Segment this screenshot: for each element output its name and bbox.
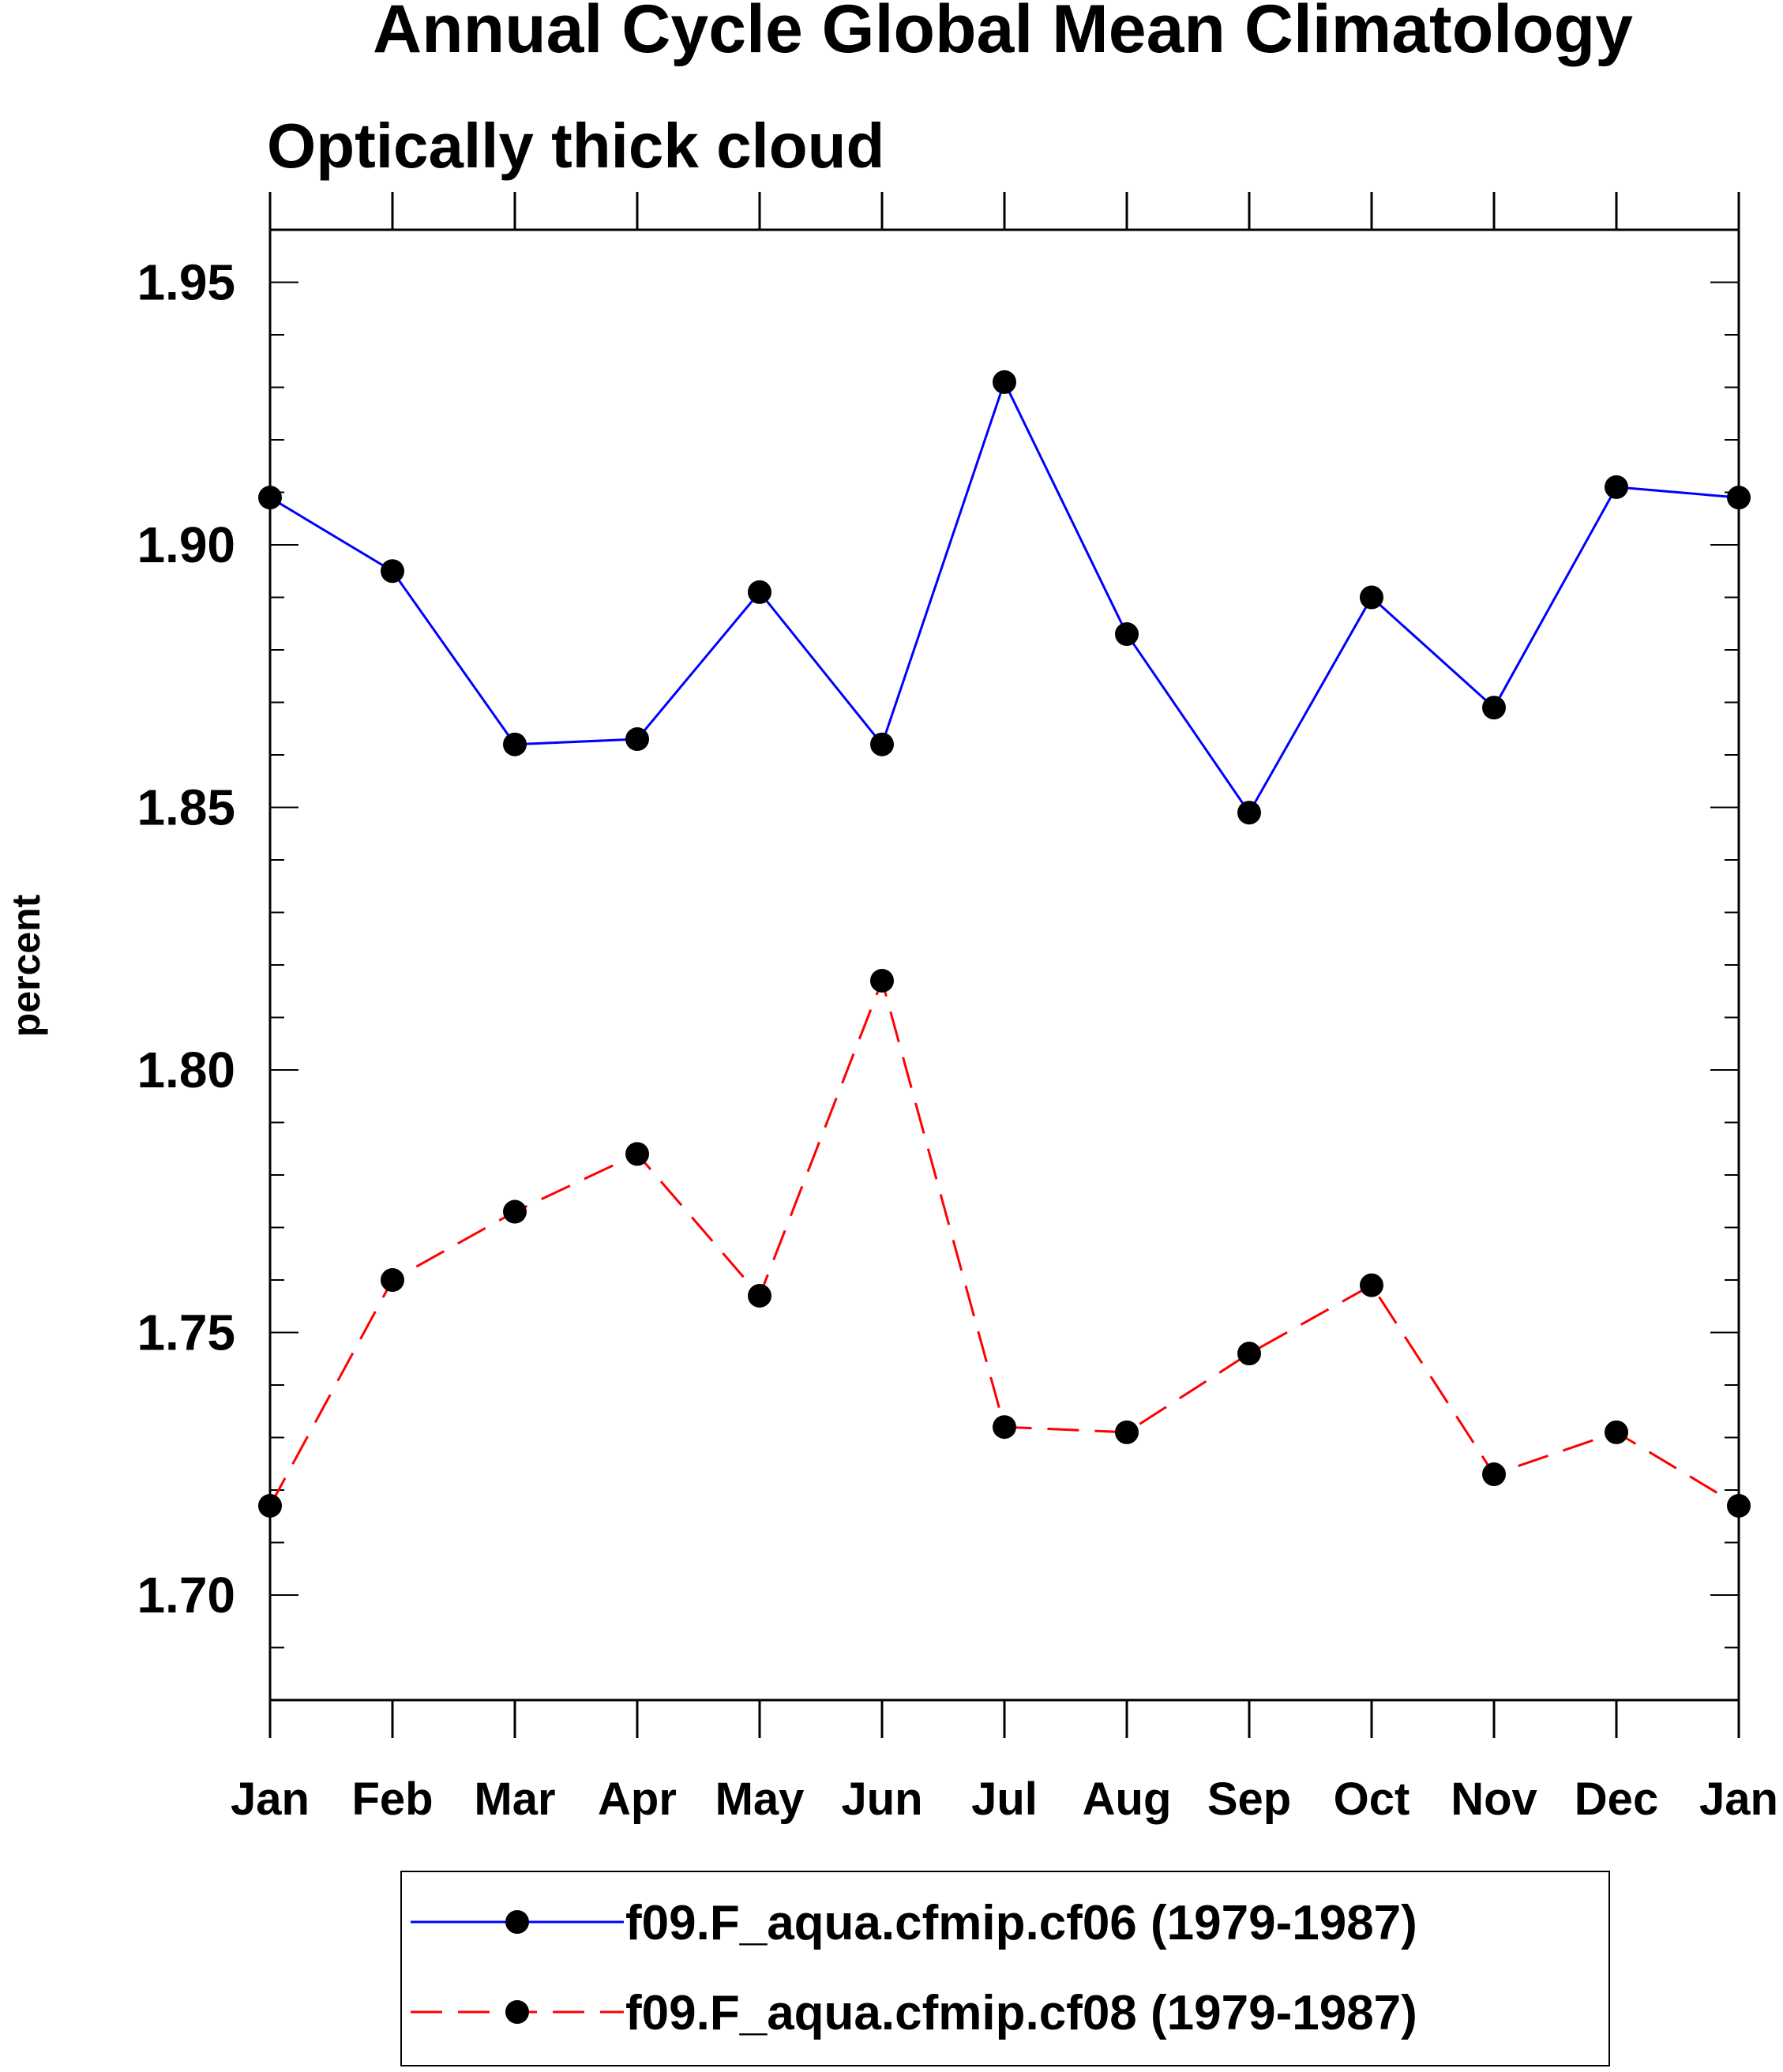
series-1-point bbox=[1605, 475, 1628, 499]
chart-title: Annual Cycle Global Mean Climatology bbox=[373, 0, 1633, 67]
y-axis-label: percent bbox=[4, 894, 48, 1037]
series-2-point bbox=[503, 1199, 527, 1224]
series-2-point bbox=[625, 1142, 649, 1166]
y-tick-label: 1.75 bbox=[137, 1304, 235, 1361]
series-2-point bbox=[258, 1493, 282, 1518]
x-ticks: Jan Feb Mar Apr May Jun Jul Aug Sep Oct Nov Dec Jan bbox=[231, 192, 1778, 1825]
series-2-point bbox=[381, 1268, 404, 1292]
x-tick-label: Jul bbox=[971, 1774, 1038, 1825]
legend-swatch-marker-2 bbox=[505, 2000, 529, 2024]
y-tick-label: 1.95 bbox=[137, 254, 235, 311]
x-tick-label: Jan bbox=[1699, 1774, 1778, 1825]
y-tick-label: 1.85 bbox=[137, 779, 235, 836]
series-1-point bbox=[503, 732, 527, 756]
series-2-point bbox=[1605, 1420, 1628, 1444]
x-tick-label: Apr bbox=[598, 1774, 677, 1825]
series-2-point bbox=[1360, 1273, 1383, 1297]
series-1-point bbox=[258, 486, 282, 510]
series-1-point bbox=[993, 370, 1016, 394]
legend-box bbox=[400, 1871, 1610, 2066]
x-tick-label: Nov bbox=[1451, 1774, 1537, 1825]
series-1-point bbox=[1482, 696, 1506, 720]
series-1-point bbox=[870, 732, 894, 756]
plot-frame bbox=[268, 228, 1740, 1702]
x-tick-label: Mar bbox=[474, 1774, 555, 1825]
x-tick-label: May bbox=[715, 1774, 805, 1825]
series-2-point bbox=[748, 1283, 771, 1308]
series-1-point bbox=[381, 559, 404, 584]
series-1-point bbox=[748, 580, 771, 604]
series-1-point bbox=[625, 727, 649, 752]
series-1-point bbox=[1360, 585, 1383, 610]
legend-label-1: f09.F_aqua.cfmip.cf06 (1979-1987) bbox=[625, 1896, 1417, 1950]
y-ticks: 1.70 1.75 1.80 1.85 1.90 1.95 bbox=[137, 229, 1739, 1701]
x-tick-label: Jun bbox=[841, 1774, 922, 1825]
series-layer bbox=[258, 370, 1751, 1518]
y-tick-label: 1.90 bbox=[137, 516, 235, 573]
series-1-point bbox=[1727, 486, 1751, 510]
x-tick-label: Dec bbox=[1575, 1774, 1658, 1825]
legend: f09.F_aqua.cfmip.cf06 (1979-1987) f09.F_a… bbox=[400, 1871, 1610, 2066]
series-2-point bbox=[1727, 1493, 1751, 1518]
series-2-point bbox=[870, 968, 894, 993]
series-2-point bbox=[1115, 1420, 1139, 1444]
x-tick-label: Oct bbox=[1334, 1774, 1410, 1825]
series-2-point bbox=[1237, 1342, 1261, 1366]
series-line-1 bbox=[269, 378, 1740, 815]
chart-subtitle: Optically thick cloud bbox=[267, 111, 884, 181]
y-tick-label: 1.70 bbox=[137, 1567, 235, 1623]
series-2-point bbox=[1482, 1462, 1506, 1487]
x-tick-label: Jan bbox=[231, 1774, 310, 1825]
legend-swatch-marker-1 bbox=[505, 1910, 529, 1934]
series-2-point bbox=[993, 1415, 1016, 1440]
legend-label-2: f09.F_aqua.cfmip.cf08 (1979-1987) bbox=[625, 1986, 1417, 2040]
x-tick-label: Aug bbox=[1083, 1774, 1172, 1825]
y-tick-label: 1.80 bbox=[137, 1042, 235, 1098]
series-1-point bbox=[1237, 801, 1261, 825]
series-1-point bbox=[1115, 622, 1139, 647]
x-tick-label: Feb bbox=[351, 1774, 433, 1825]
x-tick-label: Sep bbox=[1207, 1774, 1291, 1825]
